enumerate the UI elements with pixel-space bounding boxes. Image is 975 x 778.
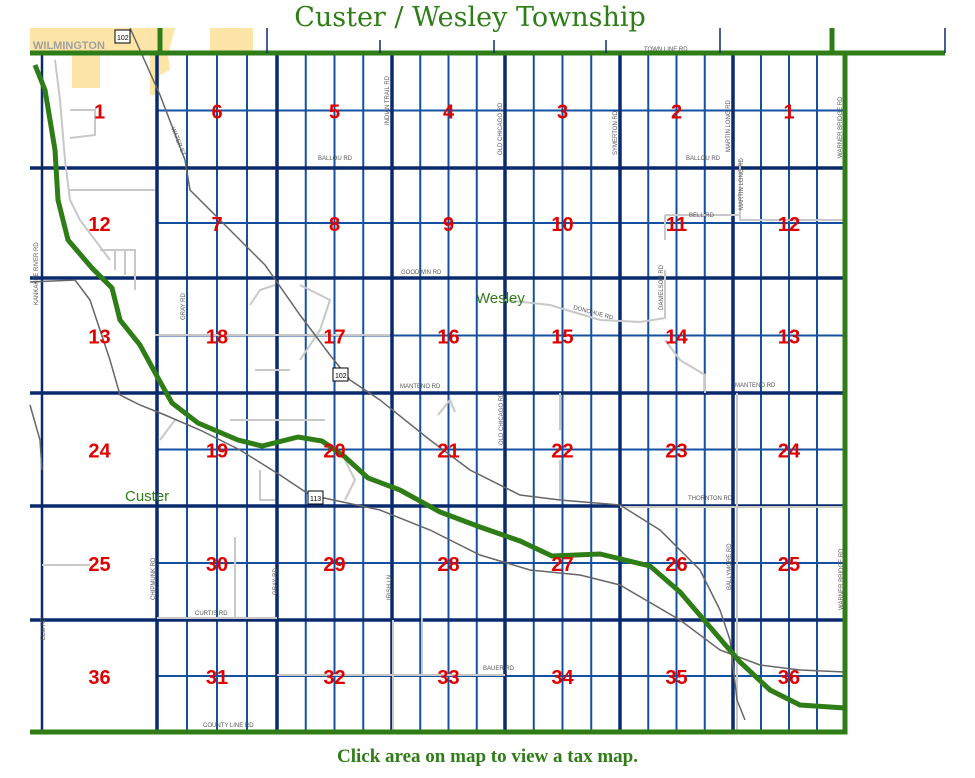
section-29-link[interactable]: 29 [323,554,345,576]
road-label: WARNER BRIDGE RD [838,96,844,158]
railroads [29,27,846,721]
town-label-wesley: Wesley [476,290,525,307]
town-label-custer: Custer [125,488,169,505]
page-title: Custer / Wesley Township [294,2,646,33]
section-25-link[interactable]: 25 [778,554,800,576]
section-17-link[interactable]: 17 [323,327,345,349]
section-23-link[interactable]: 23 [665,441,687,463]
section-13-link[interactable]: 13 [778,327,800,349]
road-label: OLD CHICAGO RD [498,102,504,155]
section-3-link[interactable]: 3 [557,102,568,124]
section-5-link[interactable]: 5 [329,102,340,124]
section-35-link[interactable]: 35 [665,667,687,689]
section-1-link[interactable]: 1 [94,102,105,124]
road-label: DANIELSON RD [659,264,665,310]
section-30-link[interactable]: 30 [206,554,228,576]
section-grid [30,53,845,732]
svg-text:113: 113 [310,496,321,503]
section-22-link[interactable]: 22 [551,441,573,463]
road-label: BALLOU RD [318,156,353,162]
section-12-link[interactable]: 12 [88,214,110,236]
road-label: BAUER RD [483,666,515,672]
section-4-link[interactable]: 4 [443,102,455,124]
road-label: WARNER BRIDGE RD [839,548,845,610]
section-28-link[interactable]: 28 [437,554,459,576]
boundary-stubs [266,28,946,53]
road-label: MARTIN LONG RD [726,99,732,152]
highway-102-shield-south: 102 [332,367,349,382]
road-label: GRAY RD [273,568,279,595]
section-10-link[interactable]: 10 [551,214,573,236]
road-label: BALLOU RD [686,156,721,162]
section-14-link[interactable]: 14 [665,327,688,349]
section-13-link[interactable]: 13 [88,327,110,349]
section-36-link[interactable]: 36 [88,667,110,689]
section-26-link[interactable]: 26 [665,554,687,576]
road-label: MANTENO RD [400,384,441,390]
section-12-link[interactable]: 12 [778,214,800,236]
section-1-link[interactable]: 1 [783,102,794,124]
section-19-link[interactable]: 19 [206,441,228,463]
section-7-link[interactable]: 7 [211,214,222,236]
highway-102-shield-north: 102 [114,29,131,44]
township-boundary [30,28,945,735]
local-roads [42,59,845,732]
river [32,64,846,711]
road-label: WATER ST [169,127,186,158]
section-16-link[interactable]: 16 [437,327,459,349]
section-27-link[interactable]: 27 [551,554,573,576]
road-label: BELL RD [689,213,714,219]
road-label: THORNTON RD [688,496,733,502]
road-label: MANTENO RD [735,383,776,389]
road-label: GOODWIN RD [401,270,442,276]
section-25-link[interactable]: 25 [88,554,110,576]
section-36-link[interactable]: 36 [778,667,800,689]
section-2-link[interactable]: 2 [671,102,682,124]
section-8-link[interactable]: 8 [329,214,340,236]
wilmington-city-area [30,28,253,95]
section-34-link[interactable]: 34 [551,667,574,689]
road-label: MARTIN LONG RD [739,157,745,210]
svg-text:102: 102 [117,35,129,42]
road-label: IRISH LN [387,575,393,600]
section-18-link[interactable]: 18 [206,327,228,349]
section-24-link[interactable]: 24 [88,441,111,463]
road-label: INDIAN TRAIL RD [385,75,391,125]
road-label: BALLYMORE RD [727,543,733,590]
section-6-link[interactable]: 6 [211,102,222,124]
section-9-link[interactable]: 9 [443,214,454,236]
town-label-wilmington: WILMINGTON [33,40,105,52]
highway-113-shield: 113 [307,490,324,505]
road-label: COUNTY LINE RD [203,723,254,729]
section-15-link[interactable]: 15 [551,327,573,349]
section-31-link[interactable]: 31 [206,667,228,689]
road-label: TOWN LINE RD [644,47,688,53]
section-20-link[interactable]: 20 [323,441,345,463]
section-21-link[interactable]: 21 [437,441,459,463]
road-label: GRAY RD [181,293,187,320]
section-33-link[interactable]: 33 [437,667,459,689]
road-label: OLD CHICAGO RD [499,392,505,445]
road-label: CHIPMUNK RD [151,557,157,600]
section-24-link[interactable]: 24 [778,441,801,463]
section-11-link[interactable]: 11 [666,214,687,236]
road-label: SYMERTON RD [613,110,619,155]
road-label: CURTIS RD [195,611,228,617]
instruction-text: Click area on map to view a tax map. [337,746,638,767]
section-32-link[interactable]: 32 [323,667,345,689]
road-label: KANKAKEE RIVER RD [34,242,40,305]
road-label: ELM RD [41,617,47,640]
svg-text:102: 102 [335,373,347,380]
